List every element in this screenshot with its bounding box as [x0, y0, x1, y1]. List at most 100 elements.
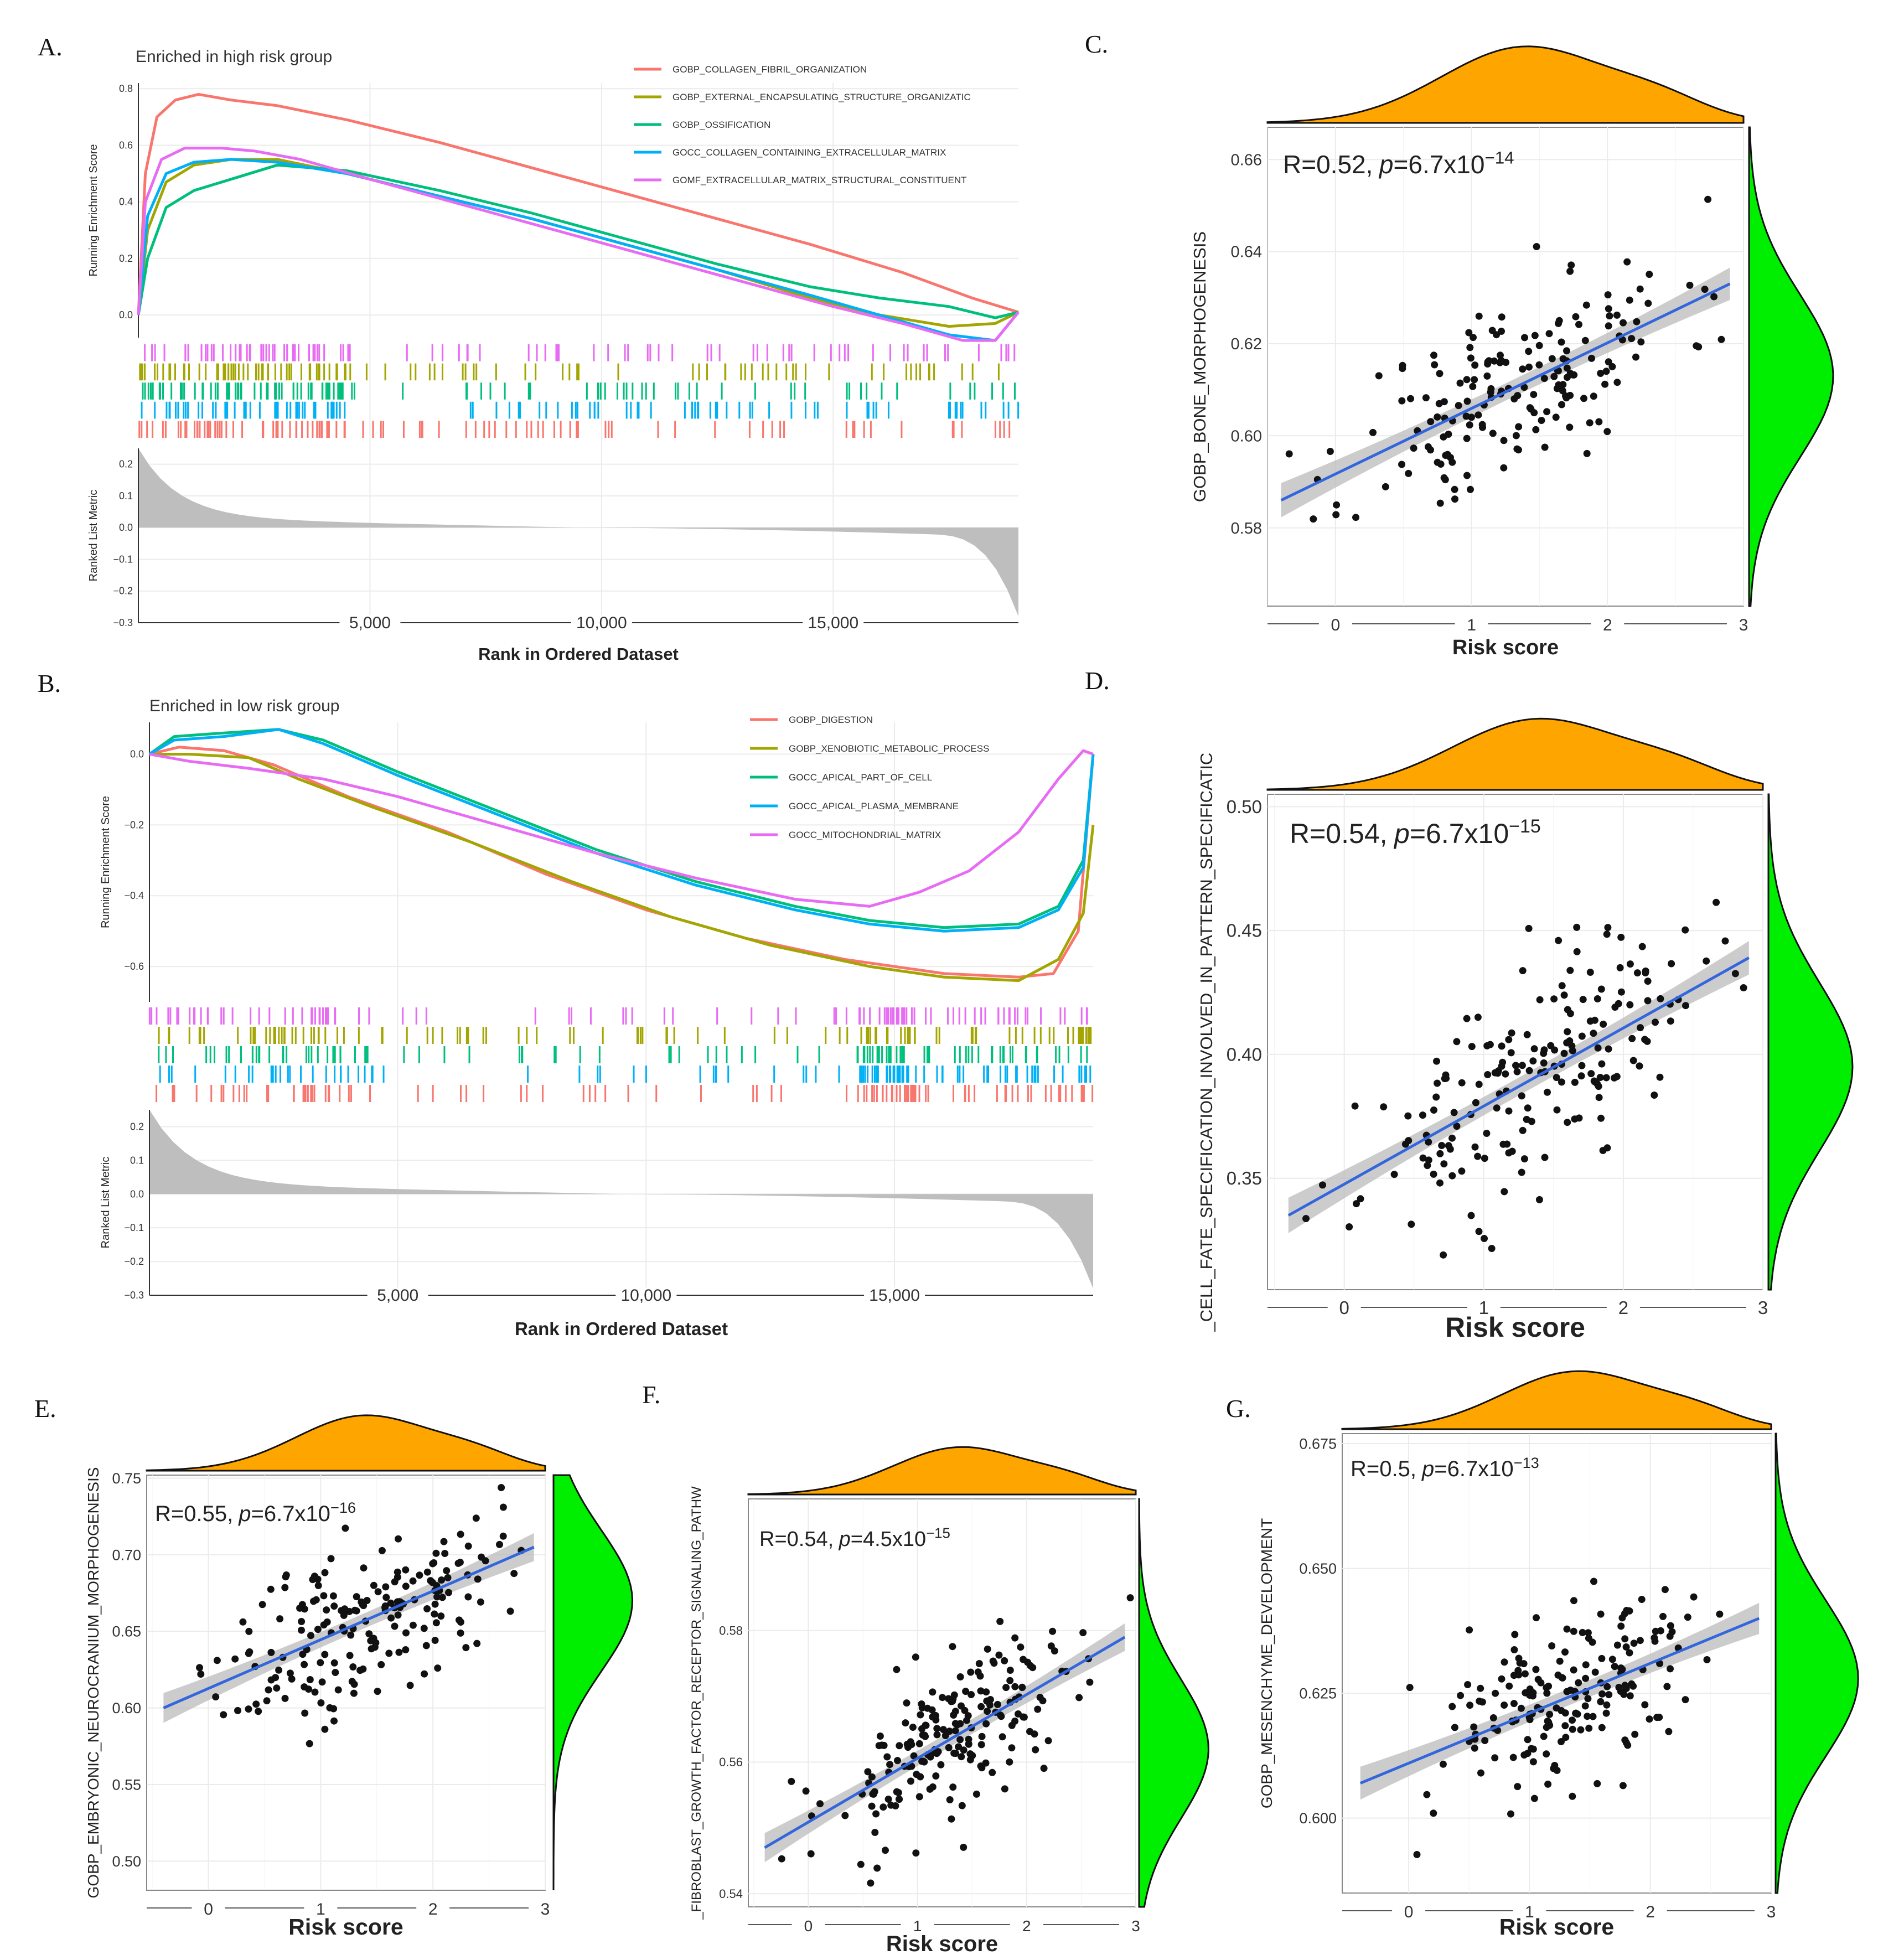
data-point	[310, 1597, 317, 1605]
y-tick-label: 0.62	[1231, 335, 1262, 353]
metric-tick-label: −0.1	[124, 1222, 144, 1233]
data-point	[1608, 363, 1616, 370]
data-point	[1686, 281, 1694, 289]
data-point	[1525, 924, 1533, 932]
data-point	[1020, 1656, 1027, 1663]
y-tick-label: 0.8	[119, 83, 133, 94]
x-tick-label: 2	[1618, 1297, 1628, 1318]
data-point	[1563, 347, 1570, 355]
data-point	[1380, 1103, 1388, 1111]
data-point	[1651, 1637, 1659, 1645]
data-point	[989, 1768, 996, 1776]
data-point	[1406, 1684, 1414, 1692]
data-point	[275, 1666, 283, 1674]
data-point	[933, 1731, 941, 1739]
es-curve-gobp-collagen-fibril-organization	[137, 92, 1019, 316]
x-axis-title: Rank in Ordered Dataset	[515, 1318, 728, 1339]
data-point	[952, 1750, 959, 1757]
correlation-stat: R=0.52, p=6.7x10−14	[1283, 148, 1514, 179]
data-point	[1626, 960, 1634, 968]
data-point	[1481, 1155, 1488, 1162]
data-point	[941, 1732, 949, 1739]
data-point	[1049, 1627, 1057, 1635]
data-point	[432, 1619, 440, 1627]
data-point	[1555, 937, 1563, 944]
data-point	[1463, 397, 1471, 405]
data-point	[420, 1625, 428, 1632]
data-point	[431, 1637, 439, 1644]
data-point	[963, 1716, 970, 1724]
data-point	[949, 1783, 957, 1791]
data-point	[1518, 1092, 1525, 1100]
data-point	[876, 1733, 884, 1740]
metric-tick-label: −0.2	[124, 1256, 144, 1267]
data-point	[1652, 1627, 1659, 1635]
data-point	[1646, 271, 1653, 278]
data-point	[1615, 1000, 1622, 1007]
x-tick-backdrop	[615, 1287, 677, 1303]
data-point	[1079, 1629, 1087, 1637]
data-point	[867, 1879, 875, 1887]
x-tick-backdrop	[864, 1287, 925, 1303]
data-point	[288, 1675, 296, 1683]
data-point	[282, 1571, 290, 1579]
regression-line	[1280, 282, 1731, 501]
data-point	[1399, 365, 1406, 373]
data-point	[788, 1777, 795, 1785]
data-point	[1471, 1744, 1478, 1752]
x-tick-backdrop	[1467, 1297, 1501, 1317]
data-point	[1632, 353, 1639, 361]
data-point	[996, 1617, 1004, 1625]
data-point	[1564, 1119, 1571, 1126]
x-axis-title: Risk score	[886, 1932, 998, 1956]
data-point	[1523, 1031, 1531, 1038]
data-point	[258, 1601, 266, 1609]
x-tick-label: 2	[1603, 616, 1612, 634]
data-point	[281, 1694, 289, 1702]
data-point	[1621, 1635, 1629, 1643]
data-point	[347, 1631, 355, 1639]
data-point	[896, 1796, 903, 1803]
data-point	[1451, 1724, 1458, 1731]
y-tick-label: 0.55	[112, 1776, 141, 1793]
data-point	[1464, 1681, 1472, 1688]
data-point	[902, 1719, 909, 1727]
x-tick-label: 0	[1339, 1297, 1349, 1318]
data-point	[391, 1622, 399, 1630]
metric-tick-label: 0.2	[130, 1121, 144, 1132]
data-point	[1498, 1675, 1505, 1683]
x-density-curve	[1341, 1370, 1772, 1430]
x-tick-backdrop	[1755, 1901, 1788, 1921]
data-point	[1545, 330, 1553, 338]
data-point	[1637, 1024, 1644, 1032]
correlation-stat: R=0.55, p=6.7x10−16	[155, 1499, 356, 1526]
data-point	[1668, 960, 1675, 968]
data-point	[1617, 1622, 1625, 1630]
data-point	[841, 1812, 849, 1819]
y-tick-label: 0.0	[119, 309, 133, 320]
data-point	[330, 1659, 338, 1667]
data-point	[1519, 967, 1527, 975]
x-tick-label: 0	[1404, 1903, 1414, 1921]
metric-tick-label: −0.2	[113, 586, 133, 597]
data-point	[1466, 421, 1473, 429]
x-tick-backdrop	[529, 1898, 562, 1918]
y-tick-label: 0.70	[112, 1547, 141, 1563]
data-point	[1605, 1045, 1612, 1053]
data-point	[1413, 1851, 1421, 1858]
data-point	[933, 1725, 941, 1733]
data-point	[378, 1547, 386, 1554]
y-tick-label: 0.66	[1231, 151, 1262, 169]
data-point	[1477, 1769, 1484, 1777]
data-point	[1488, 1245, 1496, 1252]
data-point	[1445, 431, 1452, 438]
data-point	[1613, 1073, 1621, 1080]
data-point	[933, 1750, 940, 1757]
data-point	[1501, 1188, 1508, 1196]
data-point	[1466, 1626, 1473, 1634]
data-point	[374, 1588, 382, 1596]
x-tick-label: 1	[316, 1900, 325, 1918]
data-point	[454, 1559, 462, 1567]
data-point	[879, 1803, 887, 1811]
x-tick-backdrop	[1455, 614, 1488, 634]
